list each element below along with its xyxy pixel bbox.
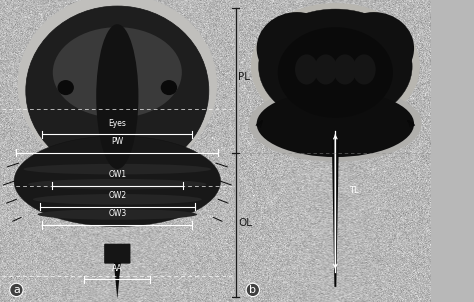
- Text: TL: TL: [349, 186, 358, 195]
- Ellipse shape: [53, 27, 182, 118]
- Ellipse shape: [33, 194, 202, 205]
- Ellipse shape: [28, 179, 207, 190]
- Text: a: a: [13, 285, 20, 295]
- Ellipse shape: [57, 80, 74, 95]
- FancyBboxPatch shape: [104, 244, 130, 264]
- Ellipse shape: [333, 12, 414, 85]
- Ellipse shape: [278, 27, 393, 118]
- Ellipse shape: [249, 86, 422, 162]
- Ellipse shape: [26, 6, 209, 175]
- Ellipse shape: [353, 54, 376, 85]
- Text: PL: PL: [238, 72, 250, 82]
- Ellipse shape: [259, 9, 412, 124]
- Text: OW2: OW2: [108, 191, 127, 200]
- Ellipse shape: [37, 209, 197, 220]
- Ellipse shape: [14, 136, 220, 226]
- Text: OW3: OW3: [108, 209, 127, 218]
- Ellipse shape: [314, 54, 337, 85]
- Text: b: b: [249, 285, 256, 295]
- Text: OW1: OW1: [108, 170, 127, 179]
- Text: AA: AA: [112, 264, 123, 273]
- Ellipse shape: [161, 80, 177, 95]
- Ellipse shape: [256, 91, 414, 157]
- Polygon shape: [332, 142, 339, 287]
- Ellipse shape: [295, 54, 318, 85]
- Text: PW: PW: [111, 137, 123, 146]
- Ellipse shape: [333, 54, 356, 85]
- Text: Eyes: Eyes: [109, 119, 126, 128]
- Ellipse shape: [256, 12, 337, 85]
- Ellipse shape: [96, 24, 138, 169]
- Ellipse shape: [23, 164, 211, 175]
- Text: OL: OL: [238, 218, 252, 229]
- Ellipse shape: [18, 0, 217, 175]
- Polygon shape: [114, 263, 121, 299]
- Ellipse shape: [251, 3, 420, 130]
